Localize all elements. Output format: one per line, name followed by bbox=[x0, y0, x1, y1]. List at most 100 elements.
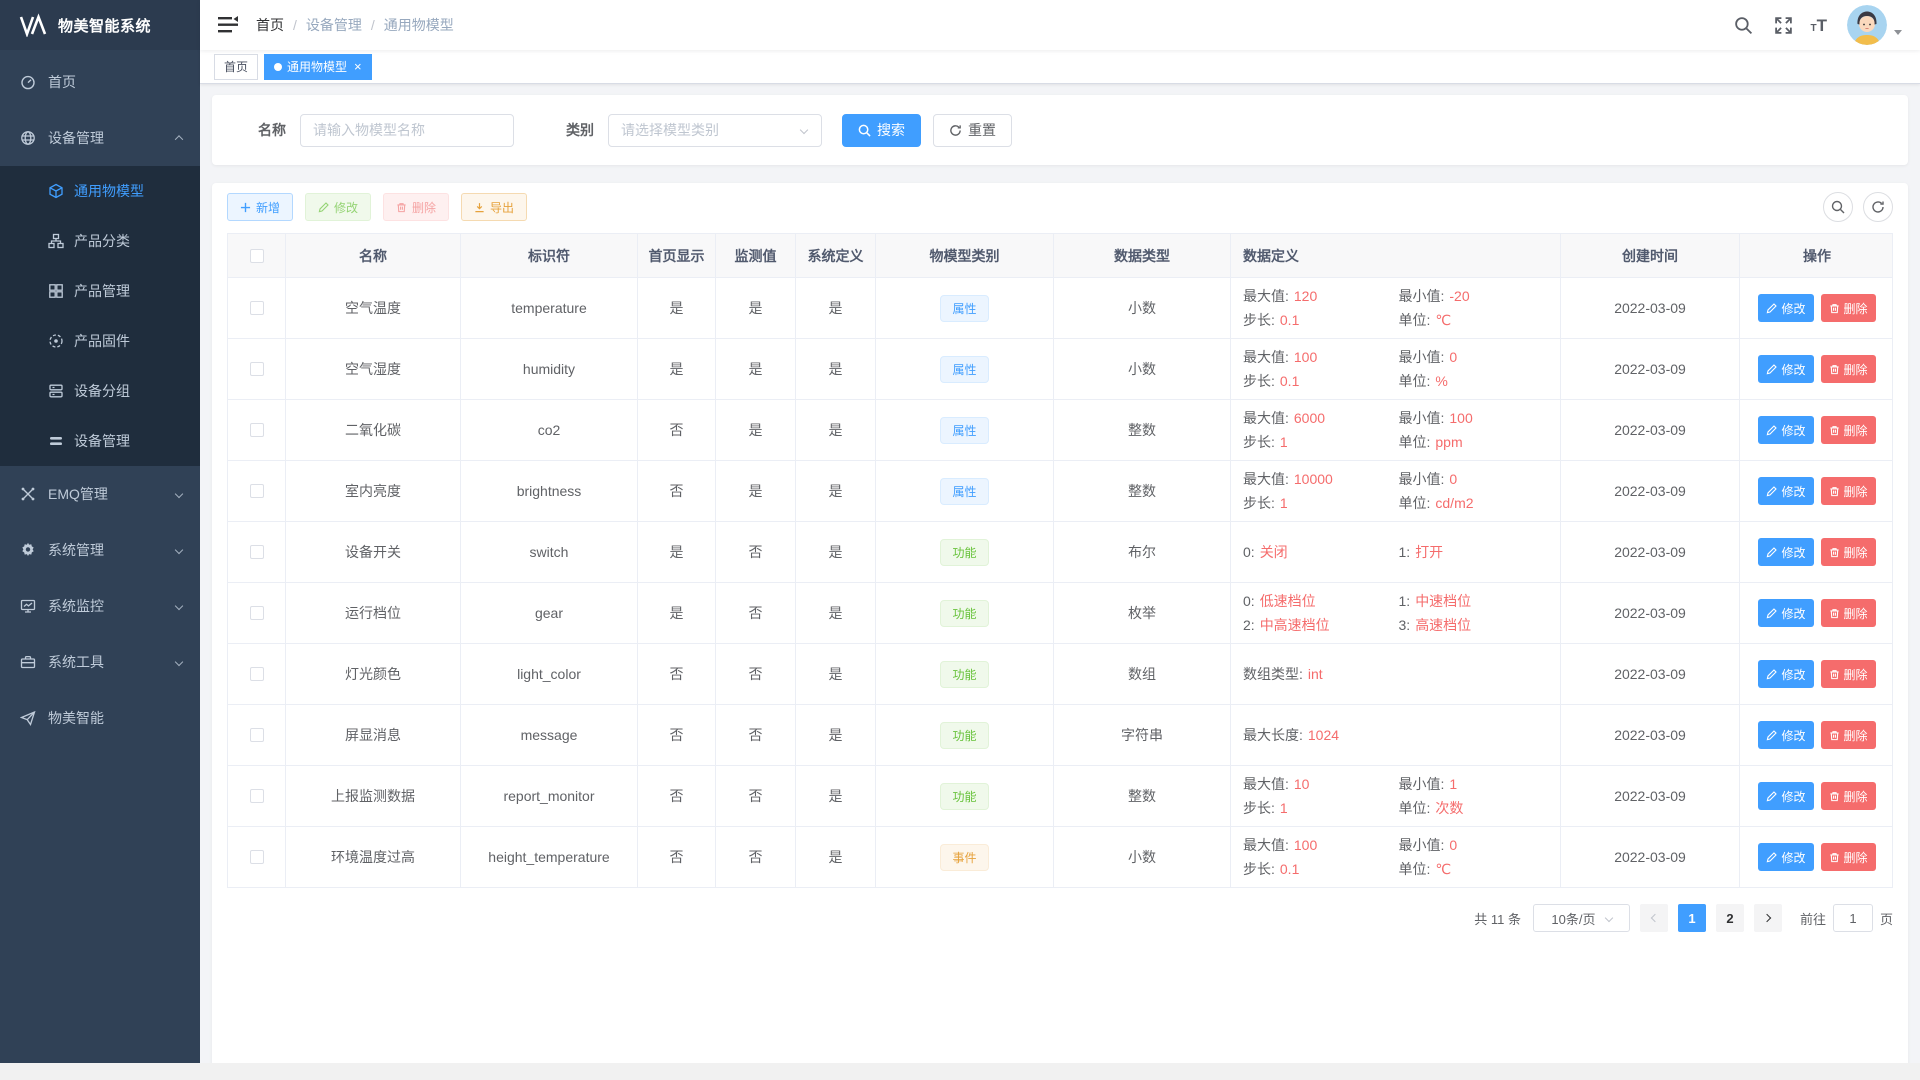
delete-button[interactable]: 删除 bbox=[383, 193, 450, 221]
definition-list: 最大值: 120 最小值: -20 步长: 0.1 单位: ℃ bbox=[1243, 286, 1554, 330]
row-checkbox-cell bbox=[228, 766, 286, 826]
fullscreen-icon[interactable] bbox=[1771, 12, 1797, 38]
row-edit-button[interactable]: 修改 bbox=[1758, 477, 1814, 505]
search-button[interactable]: 搜索 bbox=[842, 113, 921, 147]
next-page-button[interactable] bbox=[1753, 904, 1782, 932]
row-delete-button[interactable]: 删除 bbox=[1820, 782, 1876, 810]
sidebar-item-home[interactable]: 首页 bbox=[0, 54, 200, 110]
export-button[interactable]: 导出 bbox=[461, 193, 528, 221]
row-checkbox-cell bbox=[228, 827, 286, 887]
sidebar-item-system-monitor[interactable]: 系统监控 bbox=[0, 578, 200, 634]
row-delete-button[interactable]: 删除 bbox=[1820, 416, 1876, 444]
search-icon bbox=[858, 124, 871, 137]
row-edit-button[interactable]: 修改 bbox=[1758, 416, 1814, 444]
sidebar-item-thing-model[interactable]: 通用物模型 bbox=[0, 166, 200, 216]
avatar[interactable] bbox=[1847, 5, 1887, 45]
row-checkbox[interactable] bbox=[249, 362, 264, 376]
definition-label: 最小值: bbox=[1398, 837, 1445, 853]
toggle-search-icon[interactable] bbox=[1823, 192, 1853, 222]
definition-label: 最大值: bbox=[1243, 776, 1289, 792]
row-checkbox[interactable] bbox=[249, 423, 264, 437]
trash-icon bbox=[1829, 852, 1839, 862]
row-edit-button[interactable]: 修改 bbox=[1758, 660, 1814, 688]
tab-home[interactable]: 首页 bbox=[214, 53, 259, 80]
sidebar-item-device-list[interactable]: 设备管理 bbox=[0, 416, 200, 466]
chevron-down-icon bbox=[1604, 913, 1613, 923]
row-checkbox[interactable] bbox=[249, 606, 264, 620]
definition-value: 1 bbox=[1279, 800, 1288, 816]
sidebar-item-firmware[interactable]: 产品固件 bbox=[0, 316, 200, 366]
name-filter-input[interactable] bbox=[300, 113, 514, 147]
card-tools bbox=[1823, 192, 1893, 222]
row-delete-button[interactable]: 删除 bbox=[1820, 294, 1876, 322]
row-checkbox[interactable] bbox=[249, 301, 264, 315]
user-menu[interactable] bbox=[1847, 5, 1902, 45]
row-delete-button[interactable]: 删除 bbox=[1820, 843, 1876, 871]
breadcrumb-device-manage[interactable]: 设备管理 bbox=[305, 17, 362, 33]
horizontal-scrollbar[interactable] bbox=[0, 1063, 1920, 1080]
row-delete-button[interactable]: 删除 bbox=[1820, 538, 1876, 566]
header-search-icon[interactable] bbox=[1731, 12, 1757, 38]
type-filter-select[interactable]: 请选择模型类别 bbox=[608, 113, 822, 147]
row-edit-button[interactable]: 修改 bbox=[1758, 355, 1814, 383]
definition-item: 最大值: 100 bbox=[1243, 347, 1399, 367]
refresh-table-icon[interactable] bbox=[1863, 192, 1893, 222]
reset-button[interactable]: 重置 bbox=[933, 113, 1012, 147]
goto-page-input[interactable] bbox=[1832, 904, 1873, 932]
row-delete-button[interactable]: 删除 bbox=[1820, 599, 1876, 627]
sidebar-item-device-manage[interactable]: 设备管理 bbox=[0, 110, 200, 166]
sidebar-item-device-group[interactable]: 设备分组 bbox=[0, 366, 200, 416]
row-delete-button[interactable]: 删除 bbox=[1820, 721, 1876, 749]
close-tab-icon[interactable]: × bbox=[354, 59, 362, 74]
row-checkbox[interactable] bbox=[249, 728, 264, 742]
row-checkbox[interactable] bbox=[249, 850, 264, 864]
add-button[interactable]: 新增 bbox=[227, 193, 294, 221]
row-checkbox[interactable] bbox=[249, 545, 264, 559]
trash-icon bbox=[1829, 791, 1839, 801]
row-edit-button[interactable]: 修改 bbox=[1758, 721, 1814, 749]
table-body: 空气温度 temperature 是是是属性 小数 最大值: 120 最小值: -20 步长: 0… bbox=[228, 278, 1892, 888]
sidebar-item-product-category[interactable]: 产品分类 bbox=[0, 216, 200, 266]
caret-down-icon bbox=[1894, 29, 1902, 35]
category-tag: 属性 bbox=[940, 477, 989, 505]
page-button-2[interactable]: 2 bbox=[1715, 904, 1744, 932]
select-all-checkbox[interactable] bbox=[249, 248, 264, 263]
cell-data-definition: 最大长度: 1024 bbox=[1231, 705, 1561, 765]
definition-value: 1 bbox=[1279, 495, 1288, 511]
sidebar-item-wumei[interactable]: 物美智能 bbox=[0, 690, 200, 746]
row-edit-button[interactable]: 修改 bbox=[1758, 538, 1814, 566]
firmware-icon bbox=[49, 334, 63, 348]
sidebar-item-product-manage[interactable]: 产品管理 bbox=[0, 266, 200, 316]
cell-data-type: 枚举 bbox=[1054, 583, 1231, 643]
sidebar-item-system-tools[interactable]: 系统工具 bbox=[0, 634, 200, 690]
row-checkbox[interactable] bbox=[249, 667, 264, 681]
cell-monitor-value: 否 bbox=[716, 522, 796, 582]
edit-button[interactable]: 修改 bbox=[305, 193, 372, 221]
cell-system-defined: 是 bbox=[796, 583, 876, 643]
page-size-select[interactable]: 10条/页 bbox=[1532, 904, 1630, 932]
row-edit-button[interactable]: 修改 bbox=[1758, 843, 1814, 871]
cell-monitor-value: 否 bbox=[716, 583, 796, 643]
sidebar-item-emq[interactable]: EMQ管理 bbox=[0, 466, 200, 522]
breadcrumb-home[interactable]: 首页 bbox=[256, 17, 284, 33]
row-delete-button[interactable]: 删除 bbox=[1820, 355, 1876, 383]
cell-system-defined: 是 bbox=[796, 339, 876, 399]
row-delete-button[interactable]: 删除 bbox=[1820, 477, 1876, 505]
sidebar-item-system-manage[interactable]: 系统管理 bbox=[0, 522, 200, 578]
row-edit-button[interactable]: 修改 bbox=[1758, 782, 1814, 810]
row-edit-button[interactable]: 修改 bbox=[1758, 599, 1814, 627]
row-delete-button[interactable]: 删除 bbox=[1820, 660, 1876, 688]
cell-data-definition: 最大值: 100 最小值: 0 步长: 0.1 单位: ℃ bbox=[1231, 827, 1561, 887]
definition-value: 10000 bbox=[1293, 471, 1333, 487]
category-tag: 事件 bbox=[940, 843, 989, 871]
page-button-1[interactable]: 1 bbox=[1677, 904, 1706, 932]
collapse-sidebar-icon[interactable] bbox=[218, 16, 238, 34]
definition-item: 最大值: 120 bbox=[1243, 286, 1399, 306]
row-edit-button[interactable]: 修改 bbox=[1758, 294, 1814, 322]
prev-page-button[interactable] bbox=[1639, 904, 1668, 932]
tab-thing-model[interactable]: 通用物模型 × bbox=[264, 53, 372, 80]
cell-home-display: 否 bbox=[638, 705, 716, 765]
row-checkbox[interactable] bbox=[249, 789, 264, 803]
row-checkbox[interactable] bbox=[249, 484, 264, 498]
